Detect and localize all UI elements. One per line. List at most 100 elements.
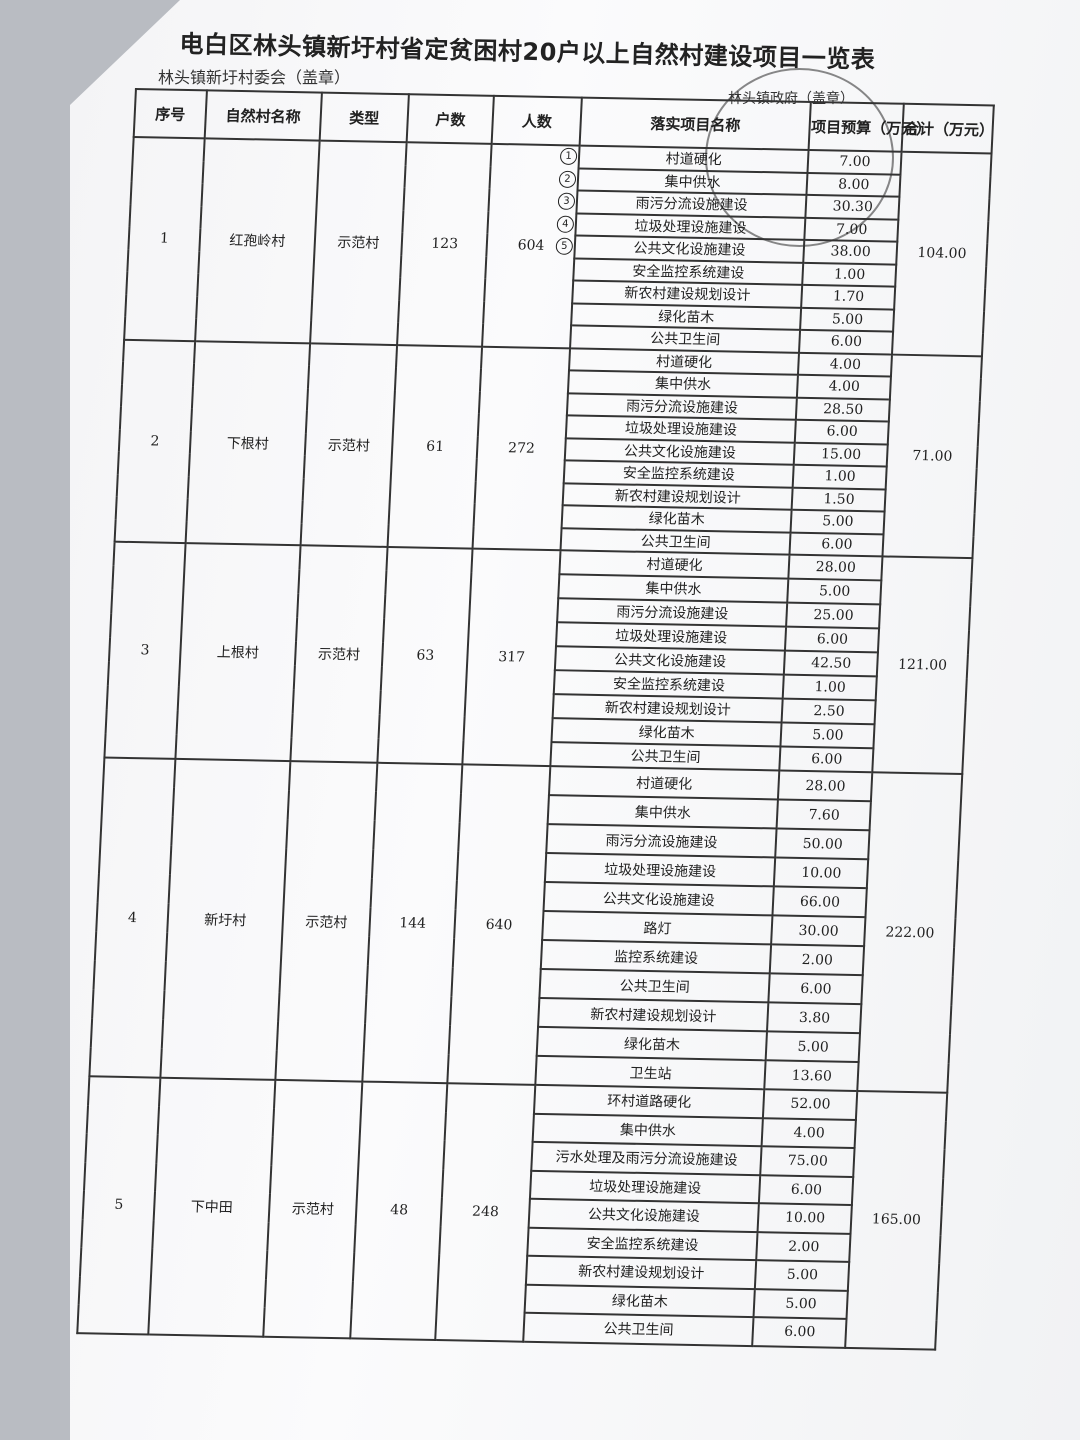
project-budget: 6.00: [789, 532, 884, 557]
village-name: 上根村: [175, 543, 301, 762]
project-name-cell: 公共卫生间: [523, 1312, 754, 1346]
project-name-cell: 垃圾处理设施建设: [544, 853, 776, 887]
project-name: 绿化苗木: [648, 511, 706, 529]
project-name: 雨污分流设施建设: [625, 398, 739, 417]
project-name: 公共卫生间: [649, 331, 721, 349]
project-budget: 13.60: [764, 1060, 859, 1092]
village-type: 示范村: [263, 1079, 363, 1338]
project-name: 卫生站: [629, 1065, 672, 1082]
project-budget: 2.50: [781, 698, 876, 725]
project-name: 公共卫生间: [603, 1321, 674, 1339]
project-budget: 28.00: [778, 770, 873, 802]
project-budget: 28.00: [788, 554, 883, 581]
official-seal-stamp: [705, 68, 894, 247]
project-budget: 10.00: [774, 857, 869, 889]
project-name: 公共文化设施建设: [633, 240, 746, 259]
project-name: 垃圾处理设施建设: [614, 628, 728, 647]
document-paper: [70, 0, 1080, 1440]
project-name-cell: 公共卫生间: [539, 968, 771, 1003]
project-name-cell: 路灯: [542, 910, 773, 945]
village-index: 2: [114, 339, 196, 544]
project-name: 公共文化设施建设: [602, 890, 716, 909]
project-budget: 30.30: [805, 194, 900, 220]
project-name: 垃圾处理设施建设: [624, 420, 738, 439]
project-budget: 10.00: [757, 1203, 853, 1234]
village-people: 640: [447, 764, 551, 1085]
project-name: 雨污分流设施建设: [635, 195, 748, 215]
project-budget: 4.00: [797, 374, 892, 400]
village-households: 123: [397, 142, 493, 347]
project-name: 新农村建设规划设计: [589, 1006, 717, 1025]
village-households: 61: [387, 344, 483, 549]
village-type: 示范村: [275, 761, 378, 1082]
town-government-stamp-label: 林头镇政府（盖章）: [728, 91, 854, 107]
project-budget: 5.00: [787, 578, 882, 605]
project-name: 垃圾处理设施建设: [634, 218, 747, 237]
village-index: 5: [77, 1076, 161, 1334]
project-budget: 7.60: [776, 799, 872, 831]
project-name: 新农村建设规划设计: [604, 700, 732, 719]
project-name: 新农村建设规划设计: [577, 1263, 705, 1283]
village-people: 317: [462, 548, 561, 767]
village-people: 248: [435, 1083, 536, 1342]
village-type: 示范村: [309, 140, 407, 345]
village-name: 新圩村: [160, 758, 291, 1080]
village-total: 104.00: [892, 151, 992, 356]
village-households: 63: [377, 546, 474, 765]
project-name: 安全监控系统建设: [612, 676, 726, 695]
project-name-cell: 村道硬化: [548, 766, 780, 800]
project-budget: 6.00: [799, 329, 894, 355]
village-people: 272: [473, 346, 570, 551]
project-name-cell: 新农村建设规划设计: [525, 1255, 757, 1289]
project-name: 公共文化设施建设: [587, 1207, 701, 1226]
project-budget: 5.00: [780, 722, 875, 749]
project-name-cell: 公共文化设施建设: [543, 882, 775, 916]
project-name-cell: 集中供水: [547, 795, 779, 829]
col-header-people: 人数: [492, 95, 582, 146]
project-budget: 6.00: [795, 419, 890, 445]
project-budget: 1.50: [792, 487, 886, 512]
village-type: 示范村: [300, 342, 398, 547]
project-name: 雨污分流设施建设: [615, 604, 729, 623]
project-name: 公共卫生间: [630, 748, 701, 766]
village-name: 下中田: [148, 1077, 276, 1337]
project-name: 绿化苗木: [611, 1293, 669, 1311]
project-name-cell: 卫生站: [535, 1055, 767, 1090]
project-budget: 25.00: [786, 602, 881, 629]
project-budget: 2.00: [756, 1231, 851, 1262]
project-name: 集中供水: [634, 804, 692, 822]
village-type: 示范村: [290, 545, 388, 763]
project-name: 监控系统建设: [613, 948, 699, 967]
project-name-cell: 安全监控系统建设: [527, 1227, 758, 1261]
project-table-wrapper: 序号 自然村名称 类型 户数 人数 落实项目名称 项目预算（万元） 合计（万元） 1 红孢岭村示…: [76, 88, 995, 1350]
project-budget: 5.00: [753, 1288, 849, 1319]
project-budget: 52.00: [763, 1089, 858, 1120]
project-budget: 38.00: [803, 239, 898, 265]
project-name: 公共卫生间: [640, 533, 712, 551]
village-total: 121.00: [872, 556, 973, 775]
project-name: 新农村建设规划设计: [623, 285, 751, 305]
project-budget: 15.00: [794, 442, 889, 467]
project-name: 集中供水: [664, 173, 721, 192]
project-name: 公共文化设施建设: [613, 652, 727, 671]
project-name: 环村道路硬化: [606, 1093, 692, 1112]
village-total: 165.00: [845, 1091, 948, 1350]
project-name: 村道硬化: [665, 151, 723, 169]
project-table: 序号 自然村名称 类型 户数 人数 落实项目名称 项目预算（万元） 合计（万元） 1 红孢岭村示…: [76, 88, 995, 1350]
project-budget: 5.00: [755, 1260, 850, 1291]
project-name-cell: 监控系统建设: [540, 939, 772, 974]
project-name-cell: 垃圾处理设施建设: [529, 1170, 761, 1204]
project-budget: 4.00: [762, 1117, 857, 1149]
project-budget: 6.00: [779, 746, 874, 773]
col-header-index: 序号: [133, 89, 207, 139]
project-name: 雨污分流设施建设: [605, 832, 718, 851]
project-name: 集中供水: [654, 376, 712, 394]
village-name: 下根村: [185, 340, 310, 546]
project-name-cell: 绿化苗木: [524, 1284, 756, 1318]
project-budget: 7.00: [807, 149, 902, 175]
project-budget: 5.00: [766, 1031, 861, 1063]
project-budget: 3.80: [767, 1002, 862, 1034]
project-name: 公共卫生间: [619, 977, 691, 996]
project-budget: 28.50: [796, 397, 891, 422]
project-budget: 6.00: [759, 1174, 854, 1205]
